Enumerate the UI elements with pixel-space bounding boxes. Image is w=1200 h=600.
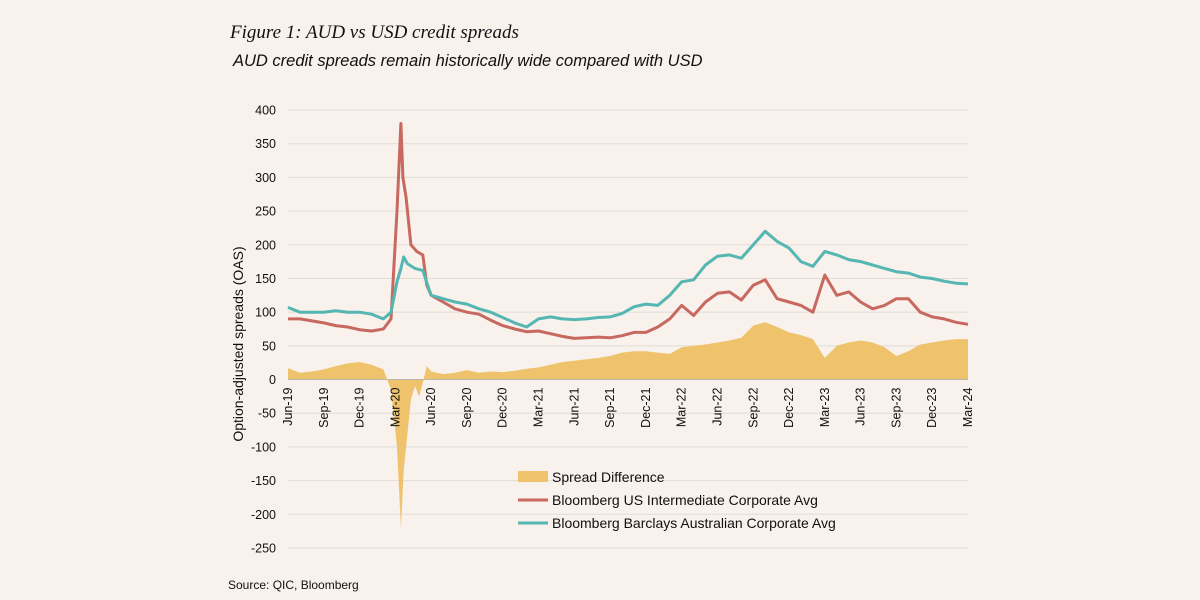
x-tick-label: Mar-23 (818, 387, 832, 427)
x-tick-label: Dec-20 (496, 387, 510, 427)
x-tick-label: Sep-21 (603, 387, 617, 427)
figure-subtitle: AUD credit spreads remain historically w… (233, 52, 703, 70)
axis-layer: 400 350 300 250 200 150 100 50 0 -50 -100 -150 -200 -… (230, 104, 975, 556)
x-tick-label: Jun-23 (854, 388, 868, 426)
x-tick-label: Mar-21 (532, 387, 546, 427)
area-layer (288, 322, 968, 528)
y-tick-label: -50 (258, 407, 276, 421)
y-tick-label: -200 (251, 508, 276, 522)
y-tick-label: 200 (255, 238, 276, 252)
x-tick-label: Dec-23 (925, 387, 939, 427)
legend-label: Spread Difference (552, 469, 665, 485)
y-tick-label: -250 (251, 542, 276, 556)
x-tick-label: Sep-22 (746, 387, 760, 427)
x-tick-label: Sep-19 (317, 387, 331, 427)
line-layer (287, 122, 969, 340)
x-tick-label: Mar-20 (388, 387, 402, 427)
x-tick-label: Jun-22 (710, 388, 724, 426)
y-tick-label: 0 (269, 373, 276, 387)
legend-label: Bloomberg US Intermediate Corporate Avg (552, 492, 818, 508)
legend: Spread Difference Bloomberg US Intermedia… (518, 469, 836, 531)
series-aus-corporate-line (287, 229, 969, 329)
x-tick-label: Jun-20 (424, 388, 438, 426)
y-tick-label: 50 (262, 339, 276, 353)
y-axis-label: Option-adjusted spreads (OAS) (230, 246, 246, 441)
y-tick-label: 350 (255, 137, 276, 151)
x-tick-label: Dec-22 (782, 387, 796, 427)
x-tick-label: Dec-19 (353, 387, 367, 427)
x-tick-label: Sep-23 (889, 387, 903, 427)
x-tick-label: Dec-21 (639, 387, 653, 427)
series-us-corporate-line (288, 122, 969, 340)
series-spread-difference-area (288, 322, 968, 528)
x-tick-label: Sep-20 (460, 387, 474, 427)
y-tick-label: 400 (255, 104, 276, 118)
legend-swatch-spread-difference (518, 471, 548, 482)
legend-label: Bloomberg Barclays Australian Corporate … (552, 515, 836, 531)
x-tick-label: Mar-22 (675, 387, 689, 427)
x-tick-label: Mar-24 (961, 387, 975, 427)
y-tick-label: -150 (251, 474, 276, 488)
figure-title: Figure 1: AUD vs USD credit spreads (230, 22, 519, 43)
y-tick-label: 300 (255, 171, 276, 185)
y-tick-label: -100 (251, 440, 276, 454)
y-tick-label: 100 (255, 306, 276, 320)
source-note: Source: QIC, Bloomberg (228, 578, 359, 592)
x-tick-label: Jun-21 (567, 388, 581, 426)
y-tick-label: 250 (255, 205, 276, 219)
y-tick-label: 150 (255, 272, 276, 286)
x-tick-label: Jun-19 (281, 388, 295, 426)
